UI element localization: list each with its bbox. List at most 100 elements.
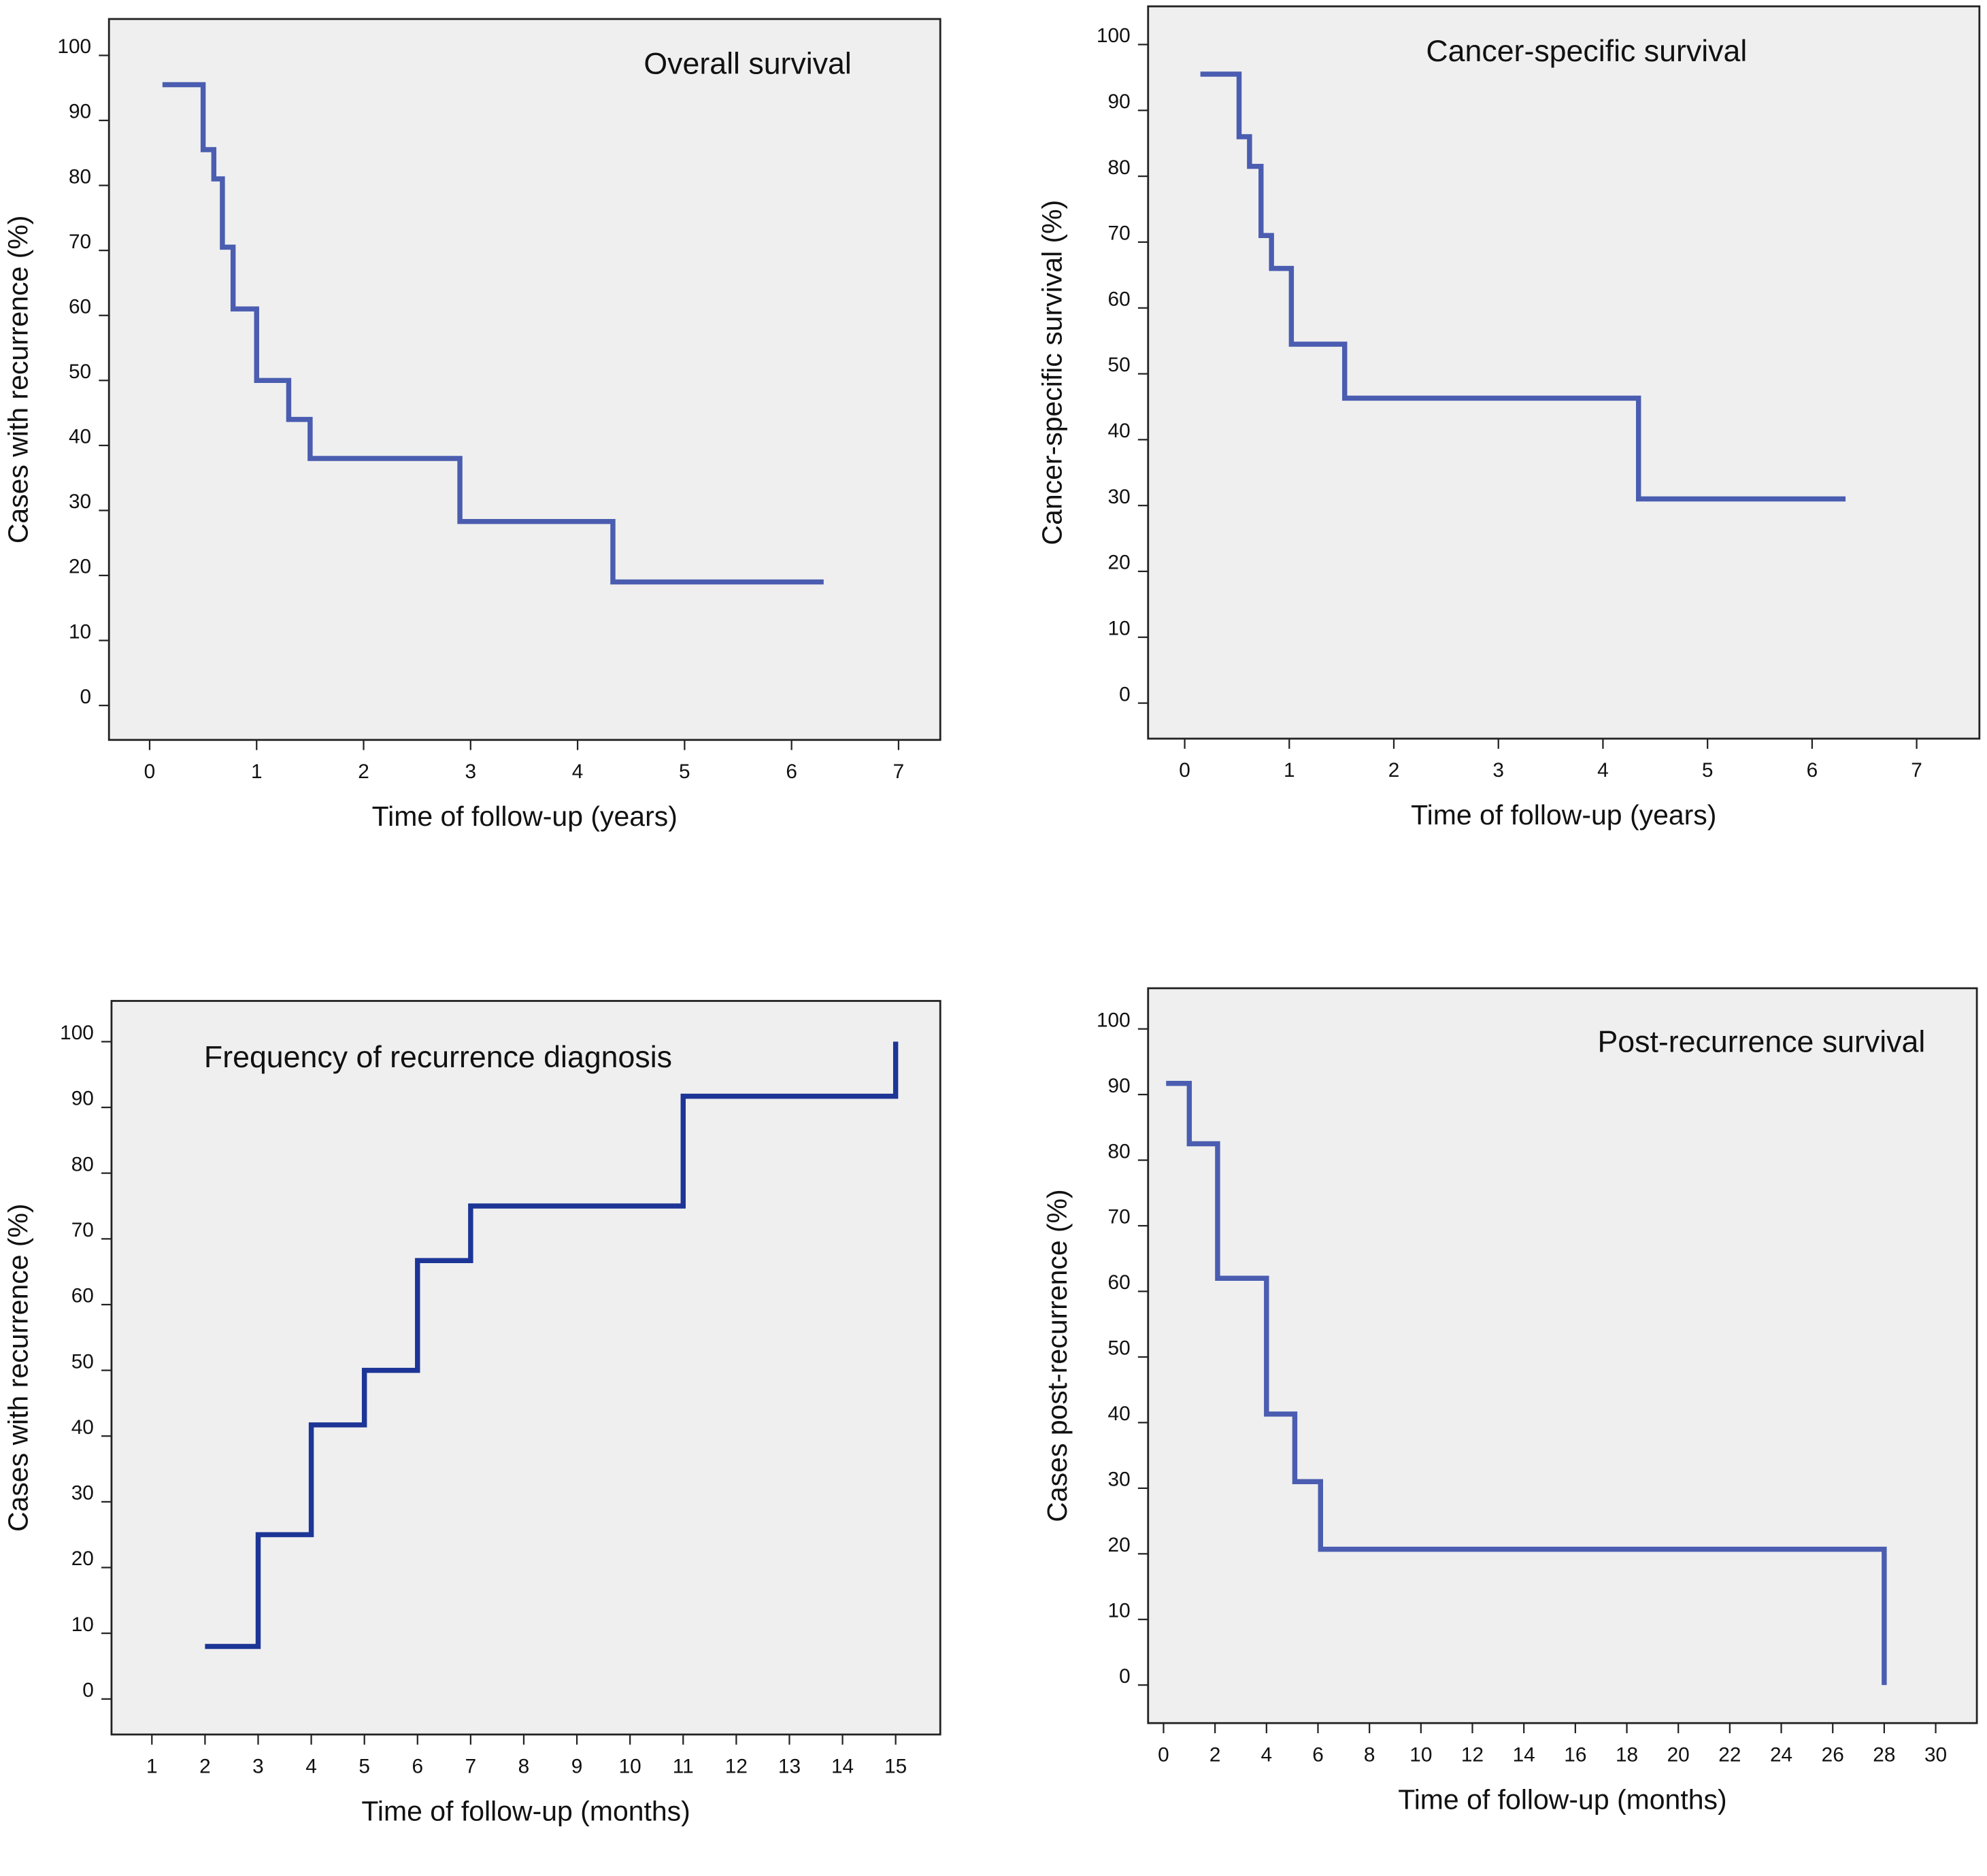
x-tick-label: 1 (1284, 759, 1295, 782)
y-tick-label: 20 (1108, 552, 1131, 574)
plot-area (107, 18, 941, 741)
x-tick-label: 1 (146, 1755, 158, 1777)
y-tick-label: 60 (1108, 288, 1131, 310)
x-tick-label: 7 (465, 1755, 477, 1777)
chart-title: Overall survival (644, 48, 851, 81)
x-tick-label: 0 (1158, 1744, 1169, 1766)
x-tick-label: 6 (786, 760, 797, 783)
plot-area (110, 1000, 941, 1736)
x-tick-label: 8 (1364, 1744, 1375, 1766)
y-tick-label: 10 (1108, 618, 1131, 640)
x-tick-label: 5 (358, 1755, 370, 1777)
x-tick-label: 4 (305, 1755, 317, 1777)
y-tick-label: 10 (71, 1613, 94, 1636)
y-tick-label: 40 (69, 426, 91, 448)
x-tick-label: 12 (725, 1755, 748, 1777)
y-tick-label: 70 (69, 231, 91, 253)
y-tick-label: 50 (69, 361, 91, 383)
x-tick-label: 2 (1388, 759, 1400, 782)
survival-step-line (1200, 71, 1846, 502)
x-tick-label: 7 (1911, 759, 1922, 782)
survival-step-line (205, 1041, 899, 1649)
y-tick-label: 100 (1097, 24, 1131, 47)
x-tick-label: 15 (884, 1755, 907, 1777)
y-tick-label: 30 (69, 490, 91, 513)
y-tick-label: 60 (1108, 1271, 1131, 1294)
y-tick-label: 30 (1108, 486, 1131, 508)
y-tick-label: 0 (1119, 683, 1131, 705)
x-tick-label: 5 (679, 760, 690, 783)
y-tick-label: 30 (1108, 1469, 1131, 1491)
x-tick-label: 3 (1492, 759, 1504, 782)
y-axis-title: Cancer-specific survival (%) (1037, 200, 1068, 546)
x-tick-label: 6 (412, 1755, 423, 1777)
y-tick-label: 70 (1108, 1206, 1131, 1228)
x-tick-label: 8 (518, 1755, 530, 1777)
x-tick-label: 3 (252, 1755, 264, 1777)
x-tick-label: 0 (1179, 759, 1190, 782)
x-tick-label: 22 (1718, 1744, 1741, 1766)
survival-step-line (1166, 1081, 1887, 1686)
x-tick-label: 6 (1312, 1744, 1324, 1766)
x-tick-label: 12 (1461, 1744, 1484, 1766)
y-tick-label: 80 (69, 165, 91, 188)
x-tick-label: 7 (893, 760, 905, 783)
x-tick-label: 5 (1702, 759, 1714, 782)
x-tick-label: 24 (1770, 1744, 1792, 1766)
y-tick-label: 70 (71, 1219, 94, 1241)
y-tick-label: 60 (71, 1285, 94, 1307)
x-tick-label: 2 (358, 760, 369, 783)
y-tick-label: 80 (1108, 156, 1131, 179)
x-tick-label: 30 (1924, 1744, 1947, 1766)
y-tick-label: 30 (71, 1482, 94, 1505)
x-tick-label: 13 (778, 1755, 801, 1777)
survival-step-line (162, 82, 824, 585)
x-tick-label: 4 (1261, 1744, 1273, 1766)
y-tick-label: 50 (71, 1350, 94, 1373)
y-tick-label: 20 (69, 556, 91, 578)
x-axis-title: Time of follow-up (months) (361, 1795, 690, 1826)
y-tick-label: 90 (1108, 90, 1131, 113)
y-tick-label: 70 (1108, 222, 1131, 245)
x-axis-title: Time of follow-up (years) (372, 801, 678, 832)
x-tick-label: 1 (251, 760, 263, 783)
y-tick-label: 20 (71, 1547, 94, 1570)
x-axis-title: Time of follow-up (years) (1411, 799, 1716, 831)
x-tick-label: 14 (831, 1755, 854, 1777)
y-tick-label: 80 (71, 1153, 94, 1175)
x-tick-label: 9 (571, 1755, 583, 1777)
x-tick-label: 20 (1667, 1744, 1690, 1766)
x-tick-label: 3 (465, 760, 477, 783)
y-tick-label: 60 (69, 295, 91, 318)
plot-area (1147, 5, 1981, 740)
plot-area (1147, 987, 1978, 1724)
y-tick-label: 50 (1108, 1337, 1131, 1360)
y-tick-label: 40 (71, 1416, 94, 1439)
x-tick-label: 16 (1564, 1744, 1586, 1766)
y-tick-label: 90 (1108, 1075, 1131, 1097)
y-tick-label: 100 (57, 35, 91, 58)
y-tick-label: 40 (1108, 420, 1131, 442)
y-axis-title: Cases with recurrence (%) (3, 216, 34, 544)
y-tick-label: 40 (1108, 1403, 1131, 1425)
x-tick-label: 11 (673, 1755, 694, 1777)
y-tick-label: 0 (80, 686, 92, 708)
x-tick-label: 10 (619, 1755, 641, 1777)
x-tick-label: 6 (1807, 759, 1818, 782)
x-tick-label: 4 (1597, 759, 1609, 782)
x-tick-label: 14 (1513, 1744, 1535, 1766)
y-tick-label: 90 (69, 101, 91, 123)
y-tick-label: 90 (71, 1088, 94, 1110)
y-tick-label: 100 (60, 1022, 94, 1044)
y-tick-label: 10 (1108, 1600, 1131, 1622)
x-tick-label: 2 (1209, 1744, 1221, 1766)
y-tick-label: 50 (1108, 354, 1131, 376)
x-tick-label: 28 (1873, 1744, 1895, 1766)
x-tick-label: 18 (1616, 1744, 1638, 1766)
y-tick-label: 0 (82, 1679, 94, 1701)
y-tick-label: 80 (1108, 1140, 1131, 1162)
x-tick-label: 0 (144, 760, 156, 783)
y-axis-title: Cases with recurrence (%) (3, 1203, 34, 1532)
